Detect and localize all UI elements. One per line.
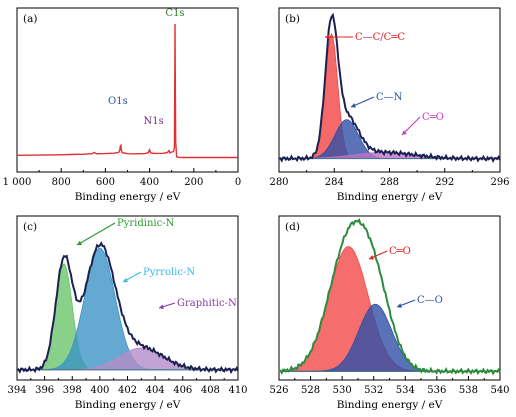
x-axis-label: Binding energy / eV xyxy=(75,399,181,411)
x-tick-label: 200 xyxy=(184,177,203,188)
label-arrow-head xyxy=(325,34,330,40)
x-tick-label: 530 xyxy=(333,385,352,396)
x-axis-label: Binding energy / eV xyxy=(337,191,443,203)
x-tick-label: 1 000 xyxy=(3,177,32,188)
x-tick-label: 408 xyxy=(201,385,220,396)
x-tick-label: 396 xyxy=(35,385,54,396)
component-label: C═O xyxy=(422,112,444,123)
x-tick-label: 402 xyxy=(118,385,137,396)
x-axis-label: Binding energy / eV xyxy=(75,191,181,203)
x-tick-label: 538 xyxy=(459,385,478,396)
label-arrow-head xyxy=(397,303,402,308)
component-label: Graphitic-N xyxy=(177,298,237,309)
panel-label: (a) xyxy=(23,13,37,25)
experimental-envelope-line xyxy=(16,241,239,375)
x-tick-label: 398 xyxy=(63,385,82,396)
plot-frame xyxy=(16,7,239,173)
experimental-envelope-line xyxy=(278,218,501,376)
label-arrow-head xyxy=(402,130,407,135)
panel-b: 280 284 288 292 296 Binding energy / eV (b) C—C… xyxy=(269,7,510,203)
x-tick-label: 394 xyxy=(7,385,26,396)
component-label: C═O xyxy=(389,246,411,257)
peak-label-o1s: O1s xyxy=(108,96,128,107)
label-arrow-head xyxy=(351,103,356,108)
x-tick-label: 296 xyxy=(490,177,509,188)
x-tick-label: 526 xyxy=(269,385,288,396)
panel-d: 526 528 530 532 534 536 538 540 Binding energy /… xyxy=(269,215,510,411)
x-tick-label: 600 xyxy=(96,177,115,188)
label-arrow-head xyxy=(369,255,374,260)
component-label: Pyrrolic-N xyxy=(143,267,195,278)
x-tick-label: 400 xyxy=(90,385,109,396)
component-label: C—N xyxy=(376,92,403,103)
label-arrow-head xyxy=(159,304,164,310)
panel-c: 394 396 398 400 402 404 406 408 410 Binding energ… xyxy=(7,215,248,411)
x-tick-label: 534 xyxy=(396,385,415,396)
x-tick-label: 540 xyxy=(490,385,509,396)
peak-label-c1s: C1s xyxy=(165,8,184,19)
peak-label-n1s: N1s xyxy=(143,116,163,127)
panel-a: 1 000 800 600 400 200 0 Binding energy / eV (a)… xyxy=(3,7,241,203)
x-tick-label: 280 xyxy=(269,177,288,188)
label-arrow-head xyxy=(123,277,128,283)
x-tick-label: 0 xyxy=(235,177,241,188)
x-tick-label: 410 xyxy=(228,385,247,396)
component-label: C—O xyxy=(417,295,443,306)
label-arrow-head xyxy=(77,240,82,245)
x-axis-label: Binding energy / eV xyxy=(337,399,443,411)
x-tick-label: 400 xyxy=(140,177,159,188)
survey-spectrum-line xyxy=(16,23,238,159)
panel-label: (b) xyxy=(285,13,300,25)
x-tick-label: 288 xyxy=(380,177,399,188)
label-arrow-line xyxy=(76,222,116,246)
x-tick-label: 800 xyxy=(52,177,71,188)
x-tick-label: 284 xyxy=(325,177,344,188)
x-tick-label: 532 xyxy=(364,385,383,396)
x-tick-label: 292 xyxy=(435,177,454,188)
x-tick-label: 528 xyxy=(301,385,320,396)
component-label: Pyridinic-N xyxy=(117,218,175,229)
x-tick-label: 536 xyxy=(427,385,446,396)
experimental-envelope-line xyxy=(278,12,501,164)
panel-label: (c) xyxy=(23,221,37,233)
component-label: C—C/C═C xyxy=(355,32,405,43)
panel-label: (d) xyxy=(285,221,300,233)
x-tick-label: 404 xyxy=(146,385,165,396)
x-tick-label: 406 xyxy=(173,385,192,396)
